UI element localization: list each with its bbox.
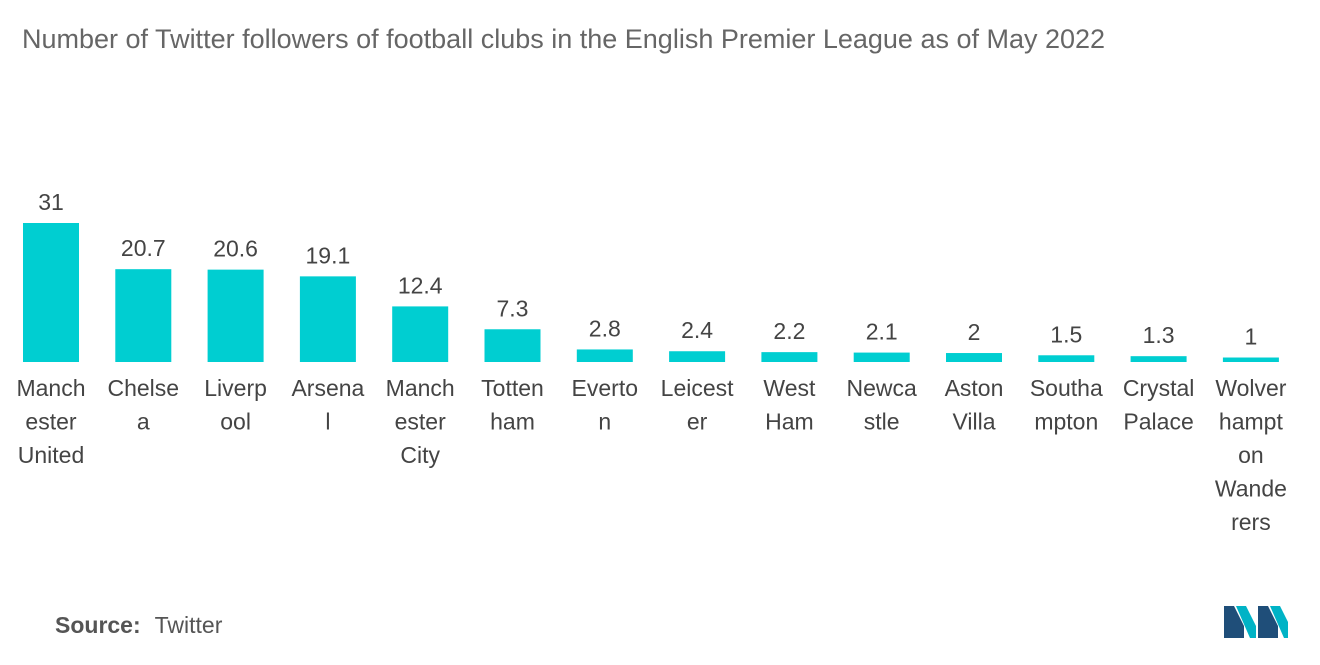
value-label-12: 1.3 xyxy=(1143,322,1175,348)
category-label-4: Manch ester City xyxy=(386,375,455,468)
category-label-line: mpton xyxy=(1034,409,1098,435)
category-label-line: a xyxy=(137,409,150,435)
category-label-line: United xyxy=(18,442,84,468)
category-label-line: l xyxy=(325,409,330,435)
category-label-line: Wande xyxy=(1215,476,1287,502)
value-labels-group: 31 20.7 20.6 19.1 12.4 7.3 2.8 2.4 2.2 2.1 2 1.5 1.3… xyxy=(38,189,1257,350)
category-label-line: ool xyxy=(220,409,251,435)
category-label-line: Palace xyxy=(1123,409,1193,435)
category-label-11: Southa mpton xyxy=(1030,375,1103,435)
category-label-9: Newca stle xyxy=(847,375,918,435)
category-label-8: West Ham xyxy=(763,375,816,435)
mordor-intelligence-logo-icon xyxy=(1224,606,1288,638)
value-label-11: 1.5 xyxy=(1050,321,1082,347)
category-label-line: ester xyxy=(395,409,446,435)
category-label-line: rers xyxy=(1231,509,1271,535)
value-label-4: 12.4 xyxy=(398,272,443,298)
category-label-10: Aston Villa xyxy=(945,375,1004,435)
value-label-9: 2.1 xyxy=(866,319,898,345)
source-line: Source: Twitter xyxy=(55,612,222,639)
category-label-line: Newca xyxy=(847,375,918,401)
bar-6 xyxy=(576,349,633,362)
value-label-10: 2 xyxy=(968,319,981,345)
value-label-7: 2.4 xyxy=(681,317,713,343)
category-label-0: Manch ester United xyxy=(16,375,85,468)
category-label-line: Arsena xyxy=(291,375,364,401)
category-label-line: er xyxy=(687,409,708,435)
category-label-5: Totten ham xyxy=(481,375,544,435)
category-label-line: on xyxy=(1238,442,1264,468)
chart-title: Number of Twitter followers of football … xyxy=(22,24,1106,54)
category-label-line: ester xyxy=(25,409,76,435)
value-label-2: 20.6 xyxy=(213,236,258,262)
value-label-1: 20.7 xyxy=(121,235,166,261)
category-label-line: n xyxy=(598,409,611,435)
source-value: Twitter xyxy=(154,612,223,638)
category-label-line: stle xyxy=(864,409,900,435)
category-label-7: Leicest er xyxy=(661,375,734,435)
bar-4 xyxy=(392,306,449,362)
bar-13 xyxy=(1222,357,1279,362)
bar-chart: 31 20.7 20.6 19.1 12.4 7.3 2.8 2.4 2.2 2.1 2 1.5 1.3… xyxy=(16,189,1286,535)
category-label-6: Everto n xyxy=(572,375,638,435)
bar-7 xyxy=(669,351,726,362)
bar-0 xyxy=(23,223,79,362)
bar-12 xyxy=(1130,356,1187,362)
value-label-13: 1 xyxy=(1245,324,1258,350)
category-label-13: Wolver hampt on Wande rers xyxy=(1215,375,1287,535)
category-label-2: Liverp ool xyxy=(204,375,267,435)
category-label-line: Aston xyxy=(945,375,1004,401)
category-label-3: Arsena l xyxy=(291,375,364,435)
category-label-line: Wolver xyxy=(1215,375,1286,401)
category-label-line: Chelse xyxy=(107,375,179,401)
category-label-line: Manch xyxy=(386,375,455,401)
bars-group xyxy=(23,223,1279,362)
value-label-0: 31 xyxy=(38,189,64,215)
value-label-6: 2.8 xyxy=(589,315,621,341)
source-label: Source: xyxy=(55,612,141,638)
bar-10 xyxy=(946,353,1002,362)
category-label-line: Villa xyxy=(952,409,995,435)
category-labels-group: Manch ester United Chelse a Liverp ool Arsena l M… xyxy=(16,375,1286,535)
category-label-1: Chelse a xyxy=(107,375,179,435)
value-label-3: 19.1 xyxy=(306,242,351,268)
category-label-line: Liverp xyxy=(204,375,267,401)
category-label-12: Crystal Palace xyxy=(1123,375,1195,435)
value-label-8: 2.2 xyxy=(773,318,805,344)
category-label-line: Leicest xyxy=(661,375,734,401)
category-label-line: West xyxy=(763,375,816,401)
bar-11 xyxy=(1038,355,1095,362)
category-label-line: hampt xyxy=(1219,409,1284,435)
category-label-line: Ham xyxy=(765,409,814,435)
bar-8 xyxy=(761,352,818,362)
category-label-line: ham xyxy=(490,409,535,435)
category-label-line: Totten xyxy=(481,375,544,401)
bar-2 xyxy=(207,269,264,362)
category-label-line: Crystal xyxy=(1123,375,1195,401)
bar-5 xyxy=(484,329,541,362)
category-label-line: Manch xyxy=(16,375,85,401)
value-label-5: 7.3 xyxy=(497,295,529,321)
category-label-line: Southa xyxy=(1030,375,1103,401)
bar-3 xyxy=(299,276,356,362)
bar-9 xyxy=(853,352,910,362)
bar-1 xyxy=(115,269,172,362)
category-label-line: City xyxy=(400,442,440,468)
category-label-line: Everto xyxy=(572,375,638,401)
